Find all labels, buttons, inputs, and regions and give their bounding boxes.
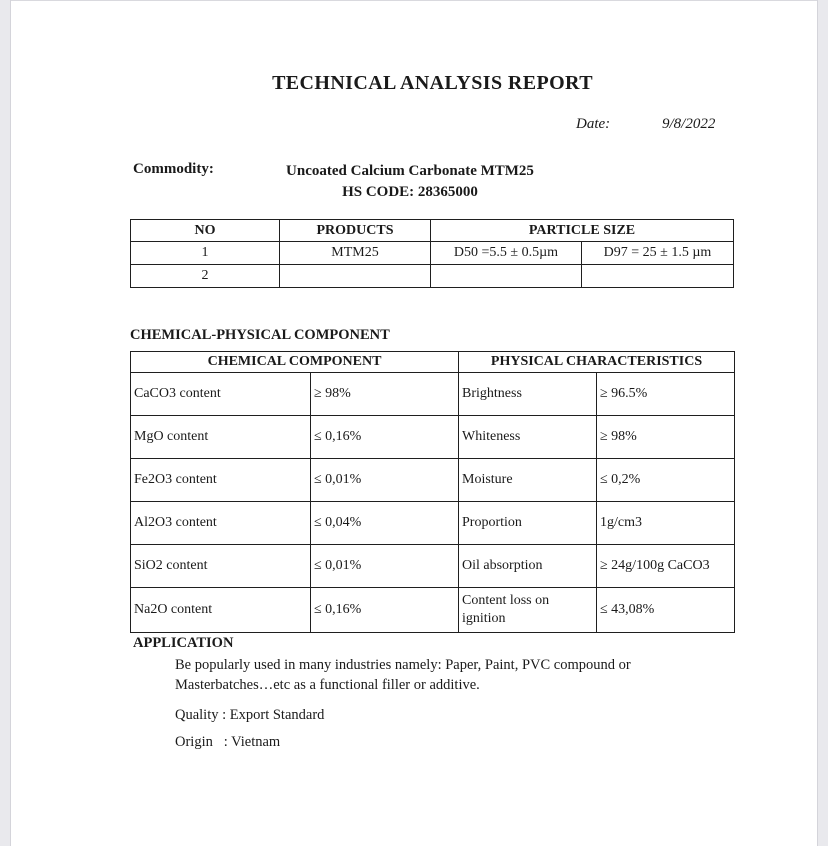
- application-description-line2: Masterbatches…etc as a functional filler…: [175, 677, 480, 693]
- col-header-particle-size: PARTICLE SIZE: [429, 219, 735, 242]
- phys-value-cell: ≤ 43,08%: [596, 587, 735, 633]
- phys-value-cell: ≥ 98%: [596, 415, 735, 459]
- table-row: CaCO3 content ≥ 98% Brightness ≥ 96.5%: [130, 372, 735, 416]
- col-header-no: NO: [130, 219, 280, 242]
- application-description: Be popularly used in many industries nam…: [175, 655, 695, 695]
- component-header-row: CHEMICAL COMPONENT PHYSICAL CHARACTERIST…: [130, 351, 735, 373]
- application-description-line1: Be popularly used in many industries nam…: [175, 657, 631, 673]
- date-label: Date:: [576, 116, 611, 132]
- d50-cell: [430, 264, 582, 288]
- product-cell: MTM25: [279, 241, 431, 265]
- page-title: TECHNICAL ANALYSIS REPORT: [272, 72, 593, 94]
- chem-value-cell: ≤ 0,01%: [310, 458, 459, 502]
- physical-characteristics-header: PHYSICAL CHARACTERISTICS: [458, 351, 735, 373]
- chem-name-cell: Na2O content: [130, 587, 311, 633]
- phys-name-cell: Content loss on ignition: [458, 587, 597, 633]
- phys-name-cell: Moisture: [458, 458, 597, 502]
- chem-name-cell: CaCO3 content: [130, 372, 311, 416]
- quality-line: Quality : Export Standard: [175, 707, 325, 723]
- phys-name-cell: Proportion: [458, 501, 597, 545]
- no-cell: 2: [130, 264, 280, 288]
- commodity-block: Uncoated Calcium Carbonate MTM25 HS CODE…: [180, 161, 640, 203]
- no-cell: 1: [130, 241, 280, 265]
- table-row: Fe2O3 content ≤ 0,01% Moisture ≤ 0,2%: [130, 458, 735, 502]
- chem-value-cell: ≤ 0,04%: [310, 501, 459, 545]
- page-edge-right: [817, 0, 828, 846]
- origin-line: Origin : Vietnam: [175, 734, 281, 750]
- phys-value-cell: ≥ 96.5%: [596, 372, 735, 416]
- products-header-row: NO PRODUCTS PARTICLE SIZE: [130, 219, 735, 242]
- page-edge-left: [0, 0, 11, 846]
- phys-name-cell: Whiteness: [458, 415, 597, 459]
- application-heading: APPLICATION: [133, 635, 234, 651]
- component-section-heading: CHEMICAL-PHYSICAL COMPONENT: [130, 327, 390, 343]
- phys-name-cell: Brightness: [458, 372, 597, 416]
- chem-name-cell: Al2O3 content: [130, 501, 311, 545]
- component-table: CHEMICAL COMPONENT PHYSICAL CHARACTERIST…: [130, 351, 735, 633]
- d97-cell: [580, 264, 735, 288]
- chem-name-cell: MgO content: [130, 415, 311, 459]
- phys-value-cell: ≤ 0,2%: [596, 458, 735, 502]
- page-edge-top: [0, 0, 828, 1]
- table-row: MgO content ≤ 0,16% Whiteness ≥ 98%: [130, 415, 735, 459]
- chemical-component-header: CHEMICAL COMPONENT: [130, 351, 459, 373]
- chem-value-cell: ≤ 0,16%: [310, 587, 459, 633]
- date-value: 9/8/2022: [662, 116, 716, 132]
- chem-value-cell: ≤ 0,01%: [310, 544, 459, 588]
- phys-name-cell: Oil absorption: [458, 544, 597, 588]
- chem-value-cell: ≥ 98%: [310, 372, 459, 416]
- phys-value-cell: 1g/cm3: [596, 501, 735, 545]
- hs-code: HS CODE: 28365000: [342, 184, 478, 200]
- d50-cell: D50 =5.5 ± 0.5µm: [430, 241, 582, 265]
- table-row: Al2O3 content ≤ 0,04% Proportion 1g/cm3: [130, 501, 735, 545]
- table-row: 2: [130, 264, 735, 288]
- table-row: SiO2 content ≤ 0,01% Oil absorption ≥ 24…: [130, 544, 735, 588]
- table-row: Na2O content ≤ 0,16% Content loss on ign…: [130, 587, 735, 633]
- products-table: NO PRODUCTS PARTICLE SIZE 1 MTM25 D50 =5…: [130, 219, 735, 288]
- col-header-products: PRODUCTS: [279, 219, 431, 242]
- product-cell: [279, 264, 431, 288]
- d97-cell: D97 = 25 ± 1.5 µm: [580, 241, 735, 265]
- chem-name-cell: Fe2O3 content: [130, 458, 311, 502]
- chem-value-cell: ≤ 0,16%: [310, 415, 459, 459]
- table-row: 1 MTM25 D50 =5.5 ± 0.5µm D97 = 25 ± 1.5 …: [130, 241, 735, 265]
- commodity-label: Commodity:: [133, 161, 214, 177]
- chem-name-cell: SiO2 content: [130, 544, 311, 588]
- phys-value-cell: ≥ 24g/100g CaCO3: [596, 544, 735, 588]
- commodity-value: Uncoated Calcium Carbonate MTM25: [286, 163, 534, 179]
